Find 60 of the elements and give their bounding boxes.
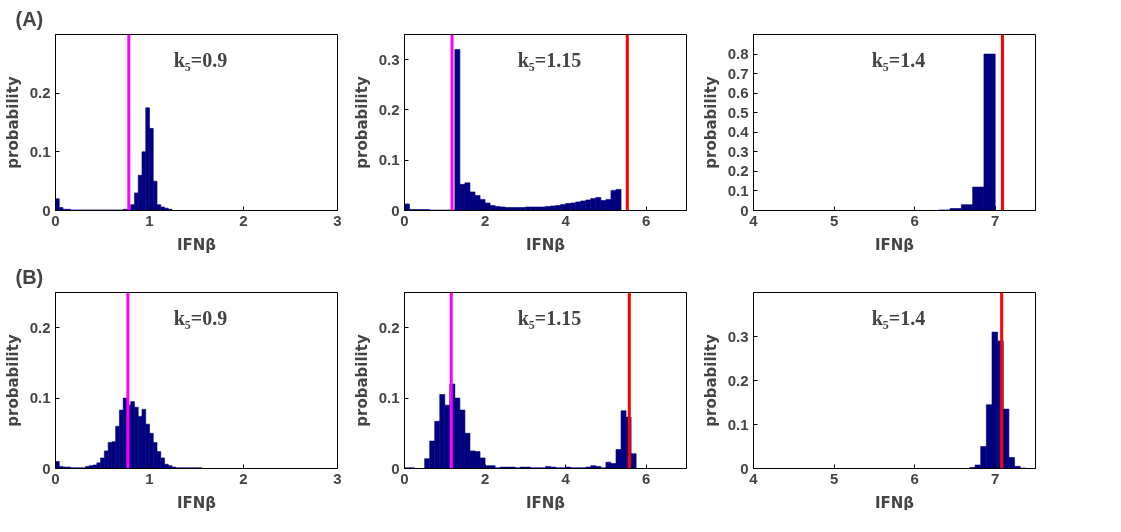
x-axis-title: IFNβ <box>176 493 217 512</box>
x-tick-label: 2 <box>239 469 248 487</box>
x-tick-label: 2 <box>480 211 490 229</box>
x-tick-label: 6 <box>642 469 651 487</box>
x-tick-label: 4 <box>561 211 571 229</box>
y-tick-label: 0.1 <box>29 389 51 407</box>
annotation: k₅=1.15 <box>517 48 582 71</box>
y-tick-label: 0.2 <box>378 100 400 118</box>
y-tick-label: 0.1 <box>29 142 51 160</box>
x-axis-title: IFNβ <box>525 493 566 512</box>
x-tick-label: 2 <box>480 469 490 487</box>
annotation: k₅=0.9 <box>173 48 228 71</box>
y-tick-label: 0.7 <box>727 64 749 82</box>
x-tick-label: 6 <box>910 469 919 487</box>
x-tick-label: 4 <box>749 469 759 487</box>
x-tick-label: 3 <box>333 469 342 487</box>
x-axis-title: IFNβ <box>176 235 217 254</box>
chart-title: (B) <box>15 265 44 288</box>
y-tick-label: 0.2 <box>727 371 749 389</box>
y-tick-label: 0.1 <box>378 151 400 169</box>
y-tick-label: 0.5 <box>727 103 749 121</box>
x-tick-label: 5 <box>829 469 839 487</box>
x-tick-label: 7 <box>991 211 1000 229</box>
y-tick-label: 0.2 <box>727 162 749 180</box>
y-tick-label: 0.2 <box>378 318 400 336</box>
x-tick-label: 4 <box>749 211 759 229</box>
y-tick-label: 0.8 <box>727 45 749 63</box>
annotation: k₅=1.4 <box>871 306 926 329</box>
y-axis-title: probability <box>701 76 720 169</box>
x-tick-label: 1 <box>145 469 154 487</box>
y-axis-title: probability <box>3 334 22 427</box>
y-tick-label: 0.3 <box>727 142 749 160</box>
chart-title: (A) <box>15 7 44 30</box>
x-tick-label: 4 <box>561 469 571 487</box>
x-axis-title: IFNβ <box>874 493 915 512</box>
x-axis-title: IFNβ <box>525 235 566 254</box>
y-axis-title: probability <box>352 76 371 169</box>
y-tick-label: 0.1 <box>727 415 749 433</box>
y-tick-label: 0.3 <box>378 50 400 68</box>
x-tick-label: 6 <box>910 211 919 229</box>
y-tick-label: 0.2 <box>29 318 51 336</box>
y-tick-label: 0.3 <box>727 327 749 345</box>
x-tick-label: 1 <box>145 211 154 229</box>
y-tick-label: 0.1 <box>378 389 400 407</box>
y-axis-title: probability <box>701 334 720 427</box>
x-tick-label: 5 <box>829 211 839 229</box>
annotation: k₅=0.9 <box>173 306 228 329</box>
x-tick-label: 3 <box>333 211 342 229</box>
y-tick-label: 0.6 <box>727 84 749 102</box>
y-axis-title: probability <box>3 76 22 169</box>
y-tick-label: 0.1 <box>727 181 749 199</box>
annotation: k₅=1.4 <box>871 48 926 71</box>
y-axis-title: probability <box>352 334 371 427</box>
x-tick-label: 2 <box>239 211 248 229</box>
y-tick-label: 0.4 <box>727 123 750 141</box>
x-axis-title: IFNβ <box>874 235 915 254</box>
y-tick-label: 0.2 <box>29 84 51 102</box>
annotation: k₅=1.15 <box>517 306 582 329</box>
x-tick-label: 7 <box>991 469 1000 487</box>
x-tick-label: 6 <box>642 211 651 229</box>
